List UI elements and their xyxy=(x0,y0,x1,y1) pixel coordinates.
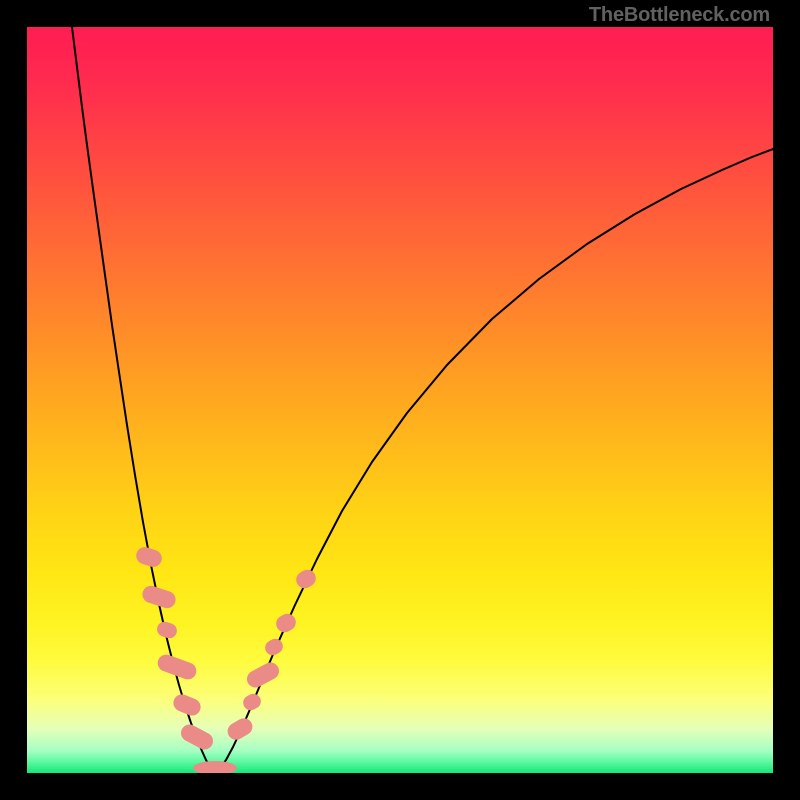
gradient-background xyxy=(27,27,773,773)
chart-root: TheBottleneck.com xyxy=(0,0,800,800)
plot-area xyxy=(27,27,773,773)
watermark-text: TheBottleneck.com xyxy=(589,4,770,27)
chart-svg xyxy=(27,27,773,773)
